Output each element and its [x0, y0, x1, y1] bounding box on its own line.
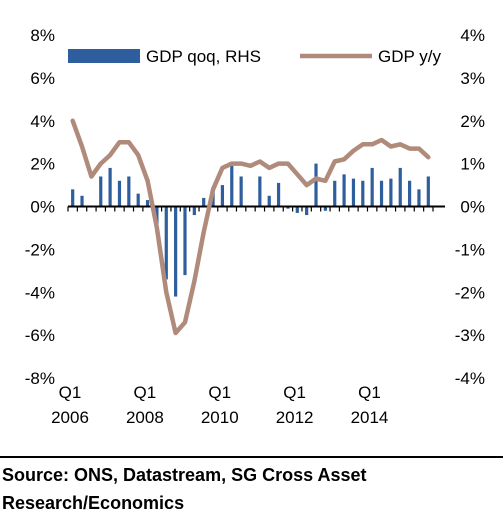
source-note: Source: ONS, Datastream, SG Cross Asset … — [2, 465, 367, 513]
gdp-qoq-bar — [239, 176, 243, 207]
y-right-tick-label: 0% — [460, 198, 485, 217]
gdp-qoq-bar — [351, 178, 356, 207]
gdp-qoq-bar — [408, 180, 412, 207]
gdp-qoq-bar — [99, 176, 103, 207]
gdp-qoq-bar — [379, 180, 384, 207]
gdp-chart: 8% 6% 4% 2% 0% -2% -4% -6% -8% 4% 3% 2% 1% 0% -1% -2% -3… — [25, 26, 485, 427]
gdp-qoq-bar — [305, 206, 309, 216]
y-right-tick-label: -1% — [455, 240, 485, 259]
gdp-qoq-bar — [389, 178, 393, 207]
y-right-tick-label: 4% — [460, 26, 485, 45]
gdp-qoq-bar — [136, 193, 140, 207]
x-tick-label-quarter: Q1 — [59, 383, 82, 402]
y-right-tick-label: -3% — [455, 326, 485, 345]
y-right-tick-label: 2% — [460, 112, 485, 131]
gdp-qoq-bar — [267, 195, 271, 207]
y-left-tick-label: -4% — [25, 283, 55, 302]
chart-svg: 8% 6% 4% 2% 0% -2% -4% -6% -8% 4% 3% 2% 1% 0% -1% -2% -3… — [25, 26, 485, 427]
y-left-tick-label: -6% — [25, 326, 55, 345]
gdp-qoq-bar — [323, 206, 327, 211]
x-tick-label-quarter: Q1 — [358, 383, 381, 402]
x-tick-label-year: 2014 — [351, 408, 389, 427]
x-tick-label-quarter: Q1 — [208, 383, 231, 402]
legend-bar-swatch — [68, 49, 140, 63]
gdp-qoq-bar — [202, 197, 206, 207]
gdp-qoq-bar — [258, 176, 262, 207]
gdp-qoq-bar — [71, 189, 75, 207]
gdp-qoq-bar — [398, 167, 402, 207]
y-right-tick-label: -2% — [455, 283, 485, 302]
y-left-tick-label: 6% — [30, 69, 55, 88]
gdp-qoq-bar — [426, 176, 430, 207]
y-left-tick-label: 2% — [30, 155, 55, 174]
y-left-tick-label: -8% — [25, 369, 55, 388]
y-right-tick-label: 1% — [460, 155, 485, 174]
gdp-qoq-bar — [164, 206, 168, 280]
gdp-qoq-bar — [342, 174, 346, 207]
gdp-qoq-bar — [117, 180, 122, 207]
legend-label-gdp-qoq: GDP qoq, RHS — [146, 47, 261, 66]
y-left-tick-label: 8% — [30, 26, 55, 45]
gdp-qoq-bar — [361, 180, 365, 207]
gdp-qoq-bar — [192, 206, 196, 216]
gdp-qoq-bar — [417, 189, 421, 207]
gdp-qoq-bar — [314, 163, 318, 207]
y-right-tick-label: -4% — [455, 369, 485, 388]
x-tick-label-year: 2008 — [126, 408, 164, 427]
gdp-qoq-bar — [295, 206, 299, 213]
gdp-qoq-bar — [127, 176, 131, 207]
gdp-qoq-bar — [230, 165, 234, 207]
gdp-qoq-bar — [286, 206, 290, 209]
x-tick-label-year: 2010 — [201, 408, 239, 427]
y-left-tick-label: -2% — [25, 240, 55, 259]
source-separator — [0, 456, 503, 458]
gdp-qoq-bar — [183, 206, 187, 276]
y-left-tick-label: 0% — [30, 198, 55, 217]
gdp-yy-line — [70, 118, 431, 336]
legend-label-gdp-yy: GDP y/y — [378, 47, 441, 66]
x-tick-label-year: 2012 — [276, 408, 314, 427]
gdp-qoq-bar — [370, 167, 374, 207]
gdp-qoq-bar — [80, 195, 84, 207]
y-right-tick-label: 3% — [460, 69, 485, 88]
gdp-qoq-bar — [333, 180, 337, 207]
x-tick-label-quarter: Q1 — [283, 383, 306, 402]
y-left-tick-label: 4% — [30, 112, 55, 131]
gdp-qoq-bar — [108, 167, 112, 207]
gdp-qoq-bar — [276, 182, 281, 207]
gdp-qoq-bar — [145, 200, 150, 207]
x-tick-label-year: 2006 — [51, 408, 89, 427]
x-tick-label-quarter: Q1 — [134, 383, 157, 402]
gdp-qoq-bar — [220, 185, 225, 207]
gdp-qoq-bar — [174, 206, 178, 297]
